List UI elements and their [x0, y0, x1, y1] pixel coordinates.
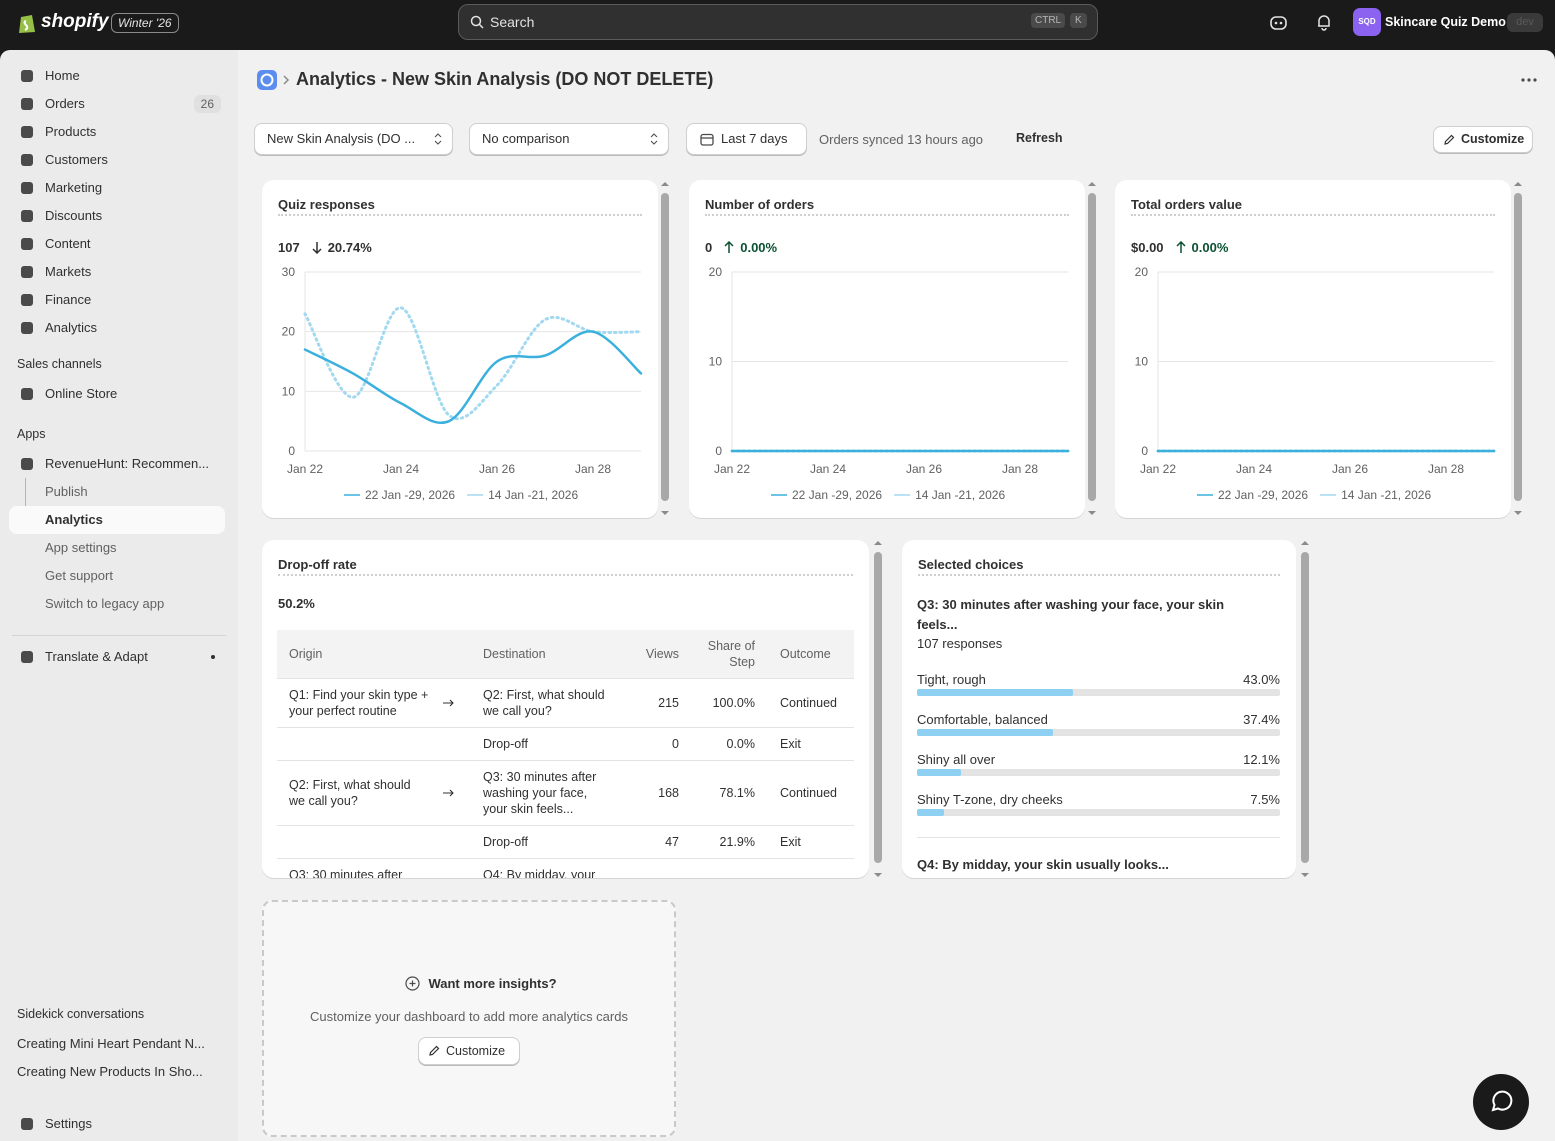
nav-label: Translate & Adapt — [45, 649, 148, 664]
nav-label: Content — [45, 236, 91, 251]
nav-item[interactable]: Analytics — [9, 314, 225, 342]
nav-icon — [21, 182, 33, 194]
search-placeholder: Search — [490, 14, 535, 30]
status-dot — [211, 655, 215, 659]
nav-item[interactable]: Creating Mini Heart Pendant N... — [3, 1030, 219, 1058]
nav-item[interactable]: Home — [9, 62, 225, 90]
nav-label: Discounts — [45, 208, 103, 223]
nav-item[interactable]: Marketing — [9, 174, 225, 202]
nav-icon-shape — [21, 238, 33, 250]
nav-item[interactable]: App settings — [9, 534, 225, 562]
nav-label: RevenueHunt: Recommen... — [45, 456, 210, 471]
nav-item[interactable]: Switch to legacy app — [9, 590, 225, 618]
nav-label: Analytics — [45, 320, 98, 335]
sidekick-icon[interactable] — [1270, 14, 1288, 32]
nav-icon — [21, 322, 33, 334]
nav-icon-shape — [21, 210, 33, 222]
divider — [12, 635, 226, 636]
shortcut-key: CTRL — [1031, 13, 1066, 28]
search-icon — [470, 15, 484, 29]
nav-item[interactable]: Discounts — [9, 202, 225, 230]
nav-icon-shape — [21, 322, 33, 334]
shortcut-key: K — [1070, 13, 1087, 28]
nav-item[interactable]: Products — [9, 118, 225, 146]
nav-label: Settings — [45, 1116, 92, 1131]
nav-icon — [21, 126, 33, 138]
nav-label: Markets — [45, 264, 92, 279]
section-heading[interactable]: Apps — [17, 427, 46, 441]
nav-icon — [21, 70, 33, 82]
nav-icon-shape — [21, 458, 33, 470]
nav-item[interactable]: Online Store — [9, 380, 225, 408]
nav-item[interactable]: Finance — [9, 286, 225, 314]
store-name[interactable]: Skincare Quiz Demo — [1385, 15, 1506, 29]
nav-label: Publish — [45, 484, 88, 499]
nav-icon-shape — [21, 266, 33, 278]
nav-label: Switch to legacy app — [45, 596, 165, 611]
nav-icon-shape — [21, 294, 33, 306]
nav-icon — [21, 651, 33, 663]
search-box[interactable]: Search CTRL K — [458, 4, 1098, 40]
nav-label: Analytics — [45, 512, 103, 527]
nav-label: Creating Mini Heart Pendant N... — [17, 1036, 205, 1051]
section-heading[interactable]: Sidekick conversations — [17, 1007, 145, 1021]
tree-line — [25, 478, 26, 521]
version-badge: Winter '26 — [111, 13, 179, 33]
brand: shopify — [41, 11, 109, 32]
nav-icon — [21, 458, 33, 470]
nav-label: Online Store — [45, 386, 118, 401]
nav-label: Finance — [45, 292, 92, 307]
nav-label: Orders — [45, 96, 85, 111]
nav-label: Home — [45, 68, 80, 83]
nav-label: Get support — [45, 568, 113, 583]
section-heading[interactable]: Sales channels — [17, 357, 102, 371]
sidebar: Home Orders 26 Products Customers Marketing Di… — [0, 50, 238, 1141]
nav-label: Marketing — [45, 180, 103, 195]
nav-item[interactable]: Orders 26 — [9, 90, 225, 118]
nav-icon-shape — [21, 98, 33, 110]
nav-badge: 26 — [193, 95, 221, 113]
top-bar: shopify Winter '26 Search CTRL K SQD Ski… — [0, 0, 1555, 50]
nav-icon — [21, 154, 33, 166]
nav-icon — [21, 98, 33, 110]
nav-icon — [21, 1118, 33, 1130]
nav-icon-shape — [21, 651, 33, 663]
nav-item[interactable]: Translate & Adapt — [9, 643, 225, 671]
nav-icon-shape — [21, 70, 33, 82]
nav-label: Customers — [45, 152, 108, 167]
nav-icon — [21, 238, 33, 250]
nav-icon-shape — [21, 126, 33, 138]
nav-item[interactable]: Creating New Products In Sho... — [3, 1058, 219, 1086]
nav-icon — [21, 294, 33, 306]
nav-item[interactable]: Markets — [9, 258, 225, 286]
nav-label: Products — [45, 124, 97, 139]
nav-item[interactable]: Settings — [9, 1110, 225, 1138]
nav-item[interactable]: Publish — [9, 478, 225, 506]
nav-icon — [21, 210, 33, 222]
store-avatar[interactable]: SQD — [1353, 8, 1381, 36]
nav-icon — [21, 266, 33, 278]
nav-icon-shape — [21, 388, 33, 400]
nav-icon-shape — [21, 182, 33, 194]
nav-label: Creating New Products In Sho... — [17, 1064, 203, 1079]
nav-label: App settings — [45, 540, 117, 555]
nav-icon-shape — [21, 1118, 33, 1130]
bell-icon[interactable] — [1315, 13, 1333, 31]
nav-item[interactable]: Get support — [9, 562, 225, 590]
nav-icon-shape — [21, 154, 33, 166]
nav-item[interactable]: Content — [9, 230, 225, 258]
logo-icon — [19, 15, 35, 33]
store-tag: dev — [1507, 13, 1543, 32]
nav-item[interactable]: Customers — [9, 146, 225, 174]
main — [238, 50, 1555, 1141]
nav-item[interactable]: Analytics — [9, 506, 225, 534]
nav-item[interactable]: RevenueHunt: Recommen... — [9, 450, 225, 478]
nav-icon — [21, 388, 33, 400]
